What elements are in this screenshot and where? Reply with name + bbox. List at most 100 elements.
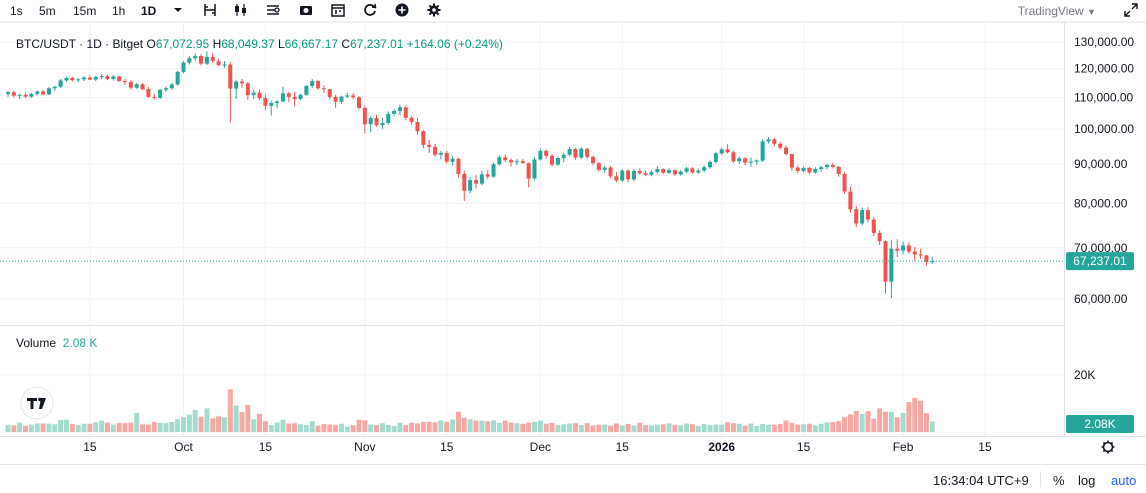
tradingview-logo[interactable] <box>20 386 54 420</box>
candle <box>614 172 619 183</box>
last-volume-label: 2.08K <box>1084 417 1115 431</box>
candle <box>620 169 625 183</box>
close-value: 67,237.01 <box>350 37 404 51</box>
volume-bar <box>409 422 415 432</box>
candle <box>754 159 759 165</box>
clock-timezone[interactable]: 16:34:04 UTC+9 <box>933 473 1029 488</box>
candles-icon[interactable] <box>234 3 248 17</box>
candle <box>35 90 40 96</box>
price-axis[interactable]: 60,000.00 70,000.00 80,000.00 90,000.00 100,… <box>1074 35 1134 306</box>
candle <box>29 93 34 98</box>
volume-bar <box>46 423 52 432</box>
candle <box>64 76 69 82</box>
volume-bar <box>58 419 64 432</box>
volume-bar <box>280 419 286 432</box>
candle <box>702 165 707 173</box>
log-toggle[interactable]: log <box>1078 473 1096 488</box>
candle <box>567 146 572 157</box>
volume-bar <box>619 425 625 432</box>
low-label: L <box>277 37 285 51</box>
volume-bar <box>415 423 420 432</box>
volume-bar <box>356 419 362 432</box>
price-chart[interactable]: 60,000.00 70,000.00 80,000.00 90,000.00 100,… <box>0 0 1146 464</box>
volume-bar <box>432 422 438 432</box>
candle <box>871 217 876 237</box>
last-price-badge <box>1066 252 1134 271</box>
volume-bar <box>666 423 672 432</box>
volume-bar <box>912 397 918 432</box>
candle <box>667 168 672 174</box>
volume-bar <box>403 425 409 432</box>
volume-bar <box>649 425 654 432</box>
volume-bar <box>842 416 848 432</box>
timeframe-1h[interactable]: 1h <box>112 4 126 18</box>
candle <box>257 89 262 100</box>
bar-style-icon[interactable] <box>203 3 217 17</box>
indicators-icon[interactable] <box>266 3 280 17</box>
settings-icon[interactable] <box>427 3 441 17</box>
time-axis[interactable]: 15 Oct 15 Nov 15 Dec 15 2026 15 Feb 15 <box>83 440 992 454</box>
candle <box>392 109 397 117</box>
candle <box>99 74 104 80</box>
camera-icon[interactable] <box>299 3 313 17</box>
volume-bar <box>795 424 801 432</box>
volume-bar <box>783 420 789 432</box>
volume-bar <box>625 424 631 432</box>
volume-bar <box>181 417 186 432</box>
candle <box>725 144 730 154</box>
candle <box>602 165 607 173</box>
fullscreen-icon[interactable] <box>1124 3 1138 17</box>
timeframe-15m[interactable]: 15m <box>73 4 97 18</box>
candle <box>163 86 168 92</box>
volume-bar <box>368 424 374 432</box>
auto-toggle[interactable]: auto <box>1111 473 1137 488</box>
volume-bar <box>555 425 561 432</box>
volume-bar <box>760 424 766 432</box>
open-value: 67,072.95 <box>155 37 210 51</box>
volume-bar <box>444 421 450 432</box>
timeframe-5m[interactable]: 5m <box>39 4 56 18</box>
volume-bar <box>824 422 830 432</box>
candle <box>17 93 22 100</box>
volume-label[interactable]: Volume <box>16 336 57 350</box>
tradingview-menu[interactable]: TradingView ▼ <box>1018 4 1096 18</box>
volume-bar <box>40 423 46 432</box>
candle <box>713 151 718 164</box>
replay-icon[interactable] <box>363 3 377 17</box>
candle <box>561 152 566 163</box>
volume-bar <box>321 424 327 432</box>
volume-bar <box>672 424 678 432</box>
timeframe-1s[interactable]: 1s <box>10 4 23 18</box>
candle <box>286 91 291 102</box>
volume-bar <box>602 424 608 432</box>
time-tick-label: Oct <box>174 440 193 454</box>
volume-bar <box>514 423 520 432</box>
volume-bar <box>192 410 198 432</box>
volume-bar <box>5 424 11 432</box>
candle <box>912 246 917 261</box>
volume-bar <box>104 422 110 432</box>
candle <box>830 162 835 169</box>
volume-bars <box>5 389 935 432</box>
candle <box>275 99 280 109</box>
candle <box>596 162 601 172</box>
candle <box>298 93 303 101</box>
calendar-icon[interactable] <box>331 3 345 17</box>
add-icon[interactable] <box>395 3 409 17</box>
settings-gear-icon[interactable] <box>1101 440 1115 454</box>
candle <box>637 168 642 175</box>
volume-value: 2.08 K <box>62 336 98 350</box>
percent-toggle[interactable]: % <box>1053 473 1065 488</box>
candle <box>930 257 935 264</box>
volume-bar <box>69 424 75 432</box>
symbol-label[interactable]: BTC/USDT · 1D · Bitget <box>16 37 144 51</box>
candle <box>731 150 736 164</box>
price-tick-label: 80,000.00 <box>1074 196 1128 210</box>
volume-bar <box>309 421 315 432</box>
candle <box>333 94 338 108</box>
chevron-down-icon[interactable] <box>171 3 185 17</box>
volume-bar <box>420 422 426 432</box>
volume-bar <box>81 423 87 432</box>
timeframe-1d[interactable]: 1D <box>141 4 157 18</box>
candle <box>661 168 666 175</box>
